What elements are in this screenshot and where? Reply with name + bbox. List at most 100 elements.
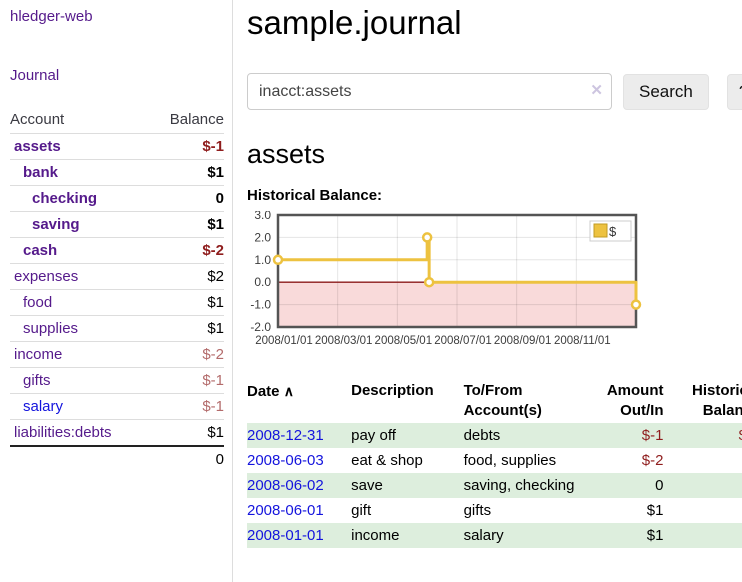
account-balance: $1 bbox=[149, 211, 224, 238]
svg-text:2008/03/01: 2008/03/01 bbox=[315, 335, 373, 347]
account-balance: $-1 bbox=[149, 393, 224, 420]
register-header-amount: Amount Out/In bbox=[606, 382, 664, 419]
svg-text:0.0: 0.0 bbox=[254, 275, 271, 289]
transaction-accounts: gifts bbox=[463, 502, 492, 519]
svg-text:-1.0: -1.0 bbox=[250, 298, 271, 312]
account-link-expenses[interactable]: expenses bbox=[14, 268, 79, 285]
account-link-checking[interactable]: checking bbox=[32, 190, 98, 207]
account-row: supplies $1 bbox=[10, 315, 224, 342]
search-button[interactable]: Search bbox=[623, 73, 709, 110]
help-button[interactable]: ? bbox=[726, 73, 742, 110]
register-header-date[interactable]: Date ∧ bbox=[247, 383, 294, 400]
transaction-date-link[interactable]: 2008-06-03 bbox=[247, 452, 324, 469]
search-bar: ✕ Search ? bbox=[247, 73, 742, 110]
account-link-gifts[interactable]: gifts bbox=[23, 372, 51, 389]
account-link-cash[interactable]: cash bbox=[23, 242, 58, 259]
account-row: food $1 bbox=[10, 289, 224, 316]
accounts-header-account: Account bbox=[10, 111, 65, 128]
register-header-accounts: To/From Account(s) bbox=[463, 382, 542, 419]
transaction-date-link[interactable]: 2008-06-02 bbox=[247, 477, 324, 494]
account-row: liabilities:debts $1 bbox=[10, 419, 224, 446]
transaction-accounts: salary bbox=[463, 523, 581, 548]
svg-text:2008/05/01: 2008/05/01 bbox=[375, 335, 433, 347]
account-row: saving $1 bbox=[10, 211, 224, 238]
account-balance: $2 bbox=[149, 263, 224, 290]
svg-text:2008/11/01: 2008/11/01 bbox=[554, 335, 611, 347]
main-content: sample.journal ✕ Search ? assets Histori… bbox=[233, 0, 742, 582]
account-row: bank $1 bbox=[10, 159, 224, 186]
register-row: 2008-06-03 eat & shop food, supplies $-2… bbox=[247, 448, 742, 473]
transaction-amount: 0 bbox=[580, 473, 664, 498]
account-balance: $-1 bbox=[149, 133, 224, 160]
account-heading: assets bbox=[247, 139, 326, 169]
transaction-description: save bbox=[351, 473, 464, 498]
transaction-description: eat & shop bbox=[351, 452, 423, 469]
transaction-amount: $-1 bbox=[580, 423, 664, 448]
search-input[interactable] bbox=[247, 73, 612, 110]
register-row: 2008-06-01 gift gifts $1 $2 bbox=[247, 498, 742, 523]
accounts-total-balance: 0 bbox=[149, 445, 224, 472]
transaction-balance: $1 bbox=[663, 523, 742, 548]
transaction-balance: $2 bbox=[663, 473, 742, 498]
account-link-saving[interactable]: saving bbox=[32, 216, 80, 233]
account-row: income $-2 bbox=[10, 341, 224, 368]
clear-search-icon[interactable]: ✕ bbox=[590, 82, 603, 99]
account-link-salary[interactable]: salary bbox=[23, 398, 64, 415]
chart-label: Historical Balance: bbox=[247, 187, 383, 204]
transaction-amount: $1 bbox=[580, 523, 664, 548]
accounts-header-balance: Balance bbox=[169, 111, 224, 128]
svg-text:2008/07/01: 2008/07/01 bbox=[434, 335, 492, 347]
historical-balance-chart: $3.0 2.0 1.0 0.0 -1.0 -2.0 2008/01/01 2008/03/0… bbox=[243, 208, 742, 367]
account-row: checking 0 bbox=[10, 185, 224, 212]
transaction-description: pay off bbox=[351, 423, 464, 448]
transaction-accounts: debts bbox=[463, 423, 581, 448]
account-row: assets $-1 bbox=[10, 133, 224, 160]
account-balance: $1 bbox=[149, 315, 224, 342]
sidebar: hledger-web Journal Account Balance asse… bbox=[0, 0, 233, 582]
transaction-balance: $-1 bbox=[663, 423, 742, 448]
svg-text:1.0: 1.0 bbox=[254, 253, 271, 267]
transaction-balance: 0 bbox=[663, 448, 742, 473]
transaction-date-link[interactable]: 2008-06-01 bbox=[247, 502, 324, 519]
sidebar-item-journal[interactable]: Journal bbox=[10, 67, 60, 84]
register-row: 2008-12-31 pay off debts $-1 $-1 bbox=[247, 423, 742, 448]
account-link-liabilities-debts[interactable]: liabilities:debts bbox=[14, 424, 112, 441]
svg-text:-2.0: -2.0 bbox=[250, 320, 271, 334]
transaction-date-link[interactable]: 2008-01-01 bbox=[247, 527, 324, 544]
account-balance: $-2 bbox=[149, 237, 224, 264]
svg-text:2008/09/01: 2008/09/01 bbox=[494, 335, 552, 347]
transaction-balance: $2 bbox=[663, 498, 742, 523]
accounts-table: Account Balance assets $-1 bank $1 check… bbox=[10, 108, 224, 472]
account-link-income[interactable]: income bbox=[14, 346, 63, 363]
svg-text:3.0: 3.0 bbox=[254, 211, 271, 222]
register-header-description: Description bbox=[351, 382, 434, 399]
transaction-amount: $-2 bbox=[641, 452, 664, 469]
register-table: Date ∧ Description To/From Account(s) Am… bbox=[247, 379, 742, 548]
svg-text:2008/01/01: 2008/01/01 bbox=[255, 335, 313, 347]
account-link-food[interactable]: food bbox=[23, 294, 53, 311]
account-link-supplies[interactable]: supplies bbox=[23, 320, 79, 337]
account-row: salary $-1 bbox=[10, 393, 224, 420]
sort-ascending-icon: ∧ bbox=[283, 383, 294, 399]
account-balance: $1 bbox=[149, 419, 224, 446]
register-row: 2008-01-01 income salary $1 $1 bbox=[247, 523, 742, 548]
account-link-bank[interactable]: bank bbox=[23, 164, 59, 181]
account-row: gifts $-1 bbox=[10, 367, 224, 394]
account-balance: $1 bbox=[149, 159, 224, 186]
transaction-description: income bbox=[351, 523, 464, 548]
account-balance: $1 bbox=[149, 289, 224, 316]
transaction-description: gift bbox=[351, 502, 372, 519]
register-header-balance: Historical Balance bbox=[691, 382, 742, 419]
svg-text:$: $ bbox=[609, 224, 617, 239]
svg-text:2.0: 2.0 bbox=[254, 230, 271, 244]
accounts-total-row: 0 bbox=[10, 445, 224, 472]
transaction-date-link[interactable]: 2008-12-31 bbox=[247, 427, 324, 444]
brand-link[interactable]: hledger-web bbox=[10, 8, 93, 25]
register-row: 2008-06-02 save saving, checking 0 $2 bbox=[247, 473, 742, 498]
account-link-assets[interactable]: assets bbox=[14, 138, 61, 155]
transaction-accounts: food, supplies bbox=[463, 452, 557, 469]
account-row: expenses $2 bbox=[10, 263, 224, 290]
account-balance: 0 bbox=[149, 185, 224, 212]
